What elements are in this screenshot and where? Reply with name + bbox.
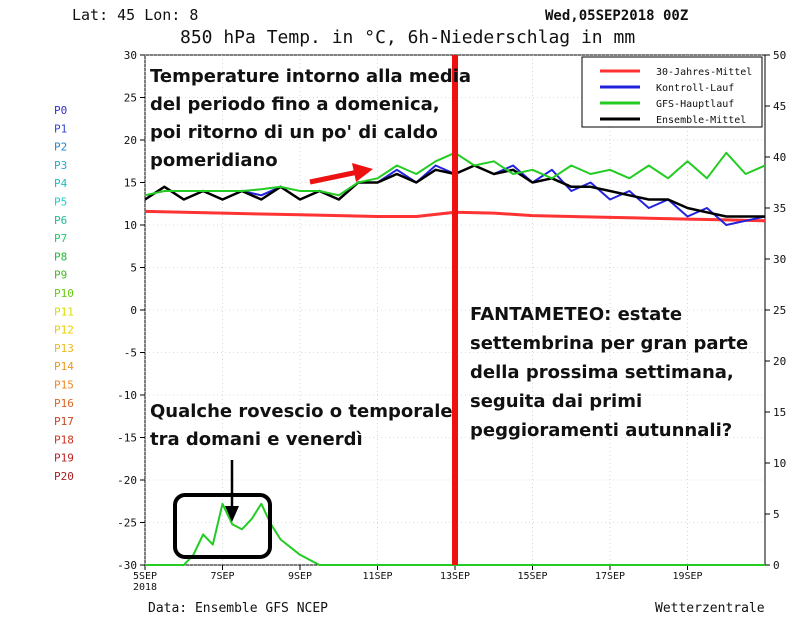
y2-tick-label: 5 bbox=[773, 508, 780, 521]
member-label: P10 bbox=[54, 287, 74, 300]
series-line-gfs-hauptlauf-niederschlag bbox=[145, 502, 765, 566]
grid bbox=[144, 54, 765, 566]
x-tick-label: 5SEP bbox=[133, 571, 157, 582]
member-label: P5 bbox=[54, 196, 67, 209]
member-label: P7 bbox=[54, 232, 67, 245]
legend-label: Ensemble-Mittel bbox=[656, 115, 746, 126]
member-label: P12 bbox=[54, 324, 74, 337]
y2-tick-label: 15 bbox=[773, 406, 786, 419]
y2-tick-label: 20 bbox=[773, 355, 786, 368]
y2-tick-label: 25 bbox=[773, 304, 786, 317]
y-tick-label: -15 bbox=[117, 432, 137, 445]
y-tick-label: -30 bbox=[117, 559, 137, 572]
precip-highlight-box bbox=[173, 493, 272, 559]
annotation-line: poi ritorno di un po' di caldo bbox=[150, 122, 438, 143]
y2-tick-label: 30 bbox=[773, 253, 786, 266]
data-source-label: Data: Ensemble GFS NCEP bbox=[148, 601, 328, 616]
annotation-right: FANTAMETEO: estate settembrina per gran … bbox=[470, 304, 748, 441]
annotation-line: tra domani e venerdì bbox=[150, 429, 363, 450]
latlon-label: Lat: 45 Lon: 8 bbox=[72, 6, 198, 24]
x-tick-label: 7SEP bbox=[210, 571, 234, 582]
member-label: P1 bbox=[54, 122, 67, 135]
y-tick-label: -25 bbox=[117, 517, 137, 530]
x-tick-label: 9SEP bbox=[288, 571, 312, 582]
x-year-label: 2018 bbox=[133, 582, 157, 593]
legend: 30-Jahres-Mittel Kontroll-Lauf GFS-Hauptla… bbox=[600, 67, 752, 126]
annotation-line: pomeridiano bbox=[150, 150, 278, 171]
y-tick-label: 25 bbox=[124, 92, 137, 105]
annotation-line: della prossima settimana, bbox=[470, 362, 734, 383]
annotation-top-left: Temperature intorno alla media del perio… bbox=[150, 66, 471, 171]
member-label: P17 bbox=[54, 415, 74, 428]
axes: 302520151050-5-10-15-20-25-3050454035302… bbox=[117, 49, 786, 593]
y-tick-label: -10 bbox=[117, 389, 137, 402]
y-tick-label: 10 bbox=[124, 219, 137, 232]
x-tick-label: 17SEP bbox=[595, 571, 625, 582]
x-tick-label: 19SEP bbox=[672, 571, 702, 582]
member-label: P4 bbox=[54, 177, 68, 190]
x-tick-label: 13SEP bbox=[440, 571, 470, 582]
run-date-label: Wed,05SEP2018 00Z bbox=[545, 8, 688, 24]
member-label: P18 bbox=[54, 433, 74, 446]
y2-tick-label: 0 bbox=[773, 559, 780, 572]
annotation-line: settembrina per gran parte bbox=[470, 333, 748, 354]
member-label: P3 bbox=[54, 159, 67, 172]
member-label: P0 bbox=[54, 104, 67, 117]
x-tick-label: 11SEP bbox=[362, 571, 392, 582]
y2-tick-label: 35 bbox=[773, 202, 786, 215]
red-arrow bbox=[309, 163, 373, 185]
legend-label: GFS-Hauptlauf bbox=[656, 99, 734, 110]
member-label: P13 bbox=[54, 342, 74, 355]
y2-tick-label: 50 bbox=[773, 49, 786, 62]
y-tick-label: 20 bbox=[124, 134, 137, 147]
member-label: P19 bbox=[54, 452, 74, 465]
black-arrow bbox=[225, 460, 239, 522]
member-label: P2 bbox=[54, 141, 67, 154]
y2-tick-label: 45 bbox=[773, 100, 786, 113]
y-tick-label: -5 bbox=[124, 347, 137, 360]
member-label: P14 bbox=[54, 360, 74, 373]
y-tick-label: -20 bbox=[117, 474, 137, 487]
legend-label: Kontroll-Lauf bbox=[656, 83, 734, 94]
y-tick-label: 0 bbox=[130, 304, 137, 317]
member-label: P8 bbox=[54, 250, 67, 263]
annotation-line: peggioramenti autunnali? bbox=[470, 420, 732, 441]
chart-title: 850 hPa Temp. in °C, 6h-Niederschlag in … bbox=[180, 27, 635, 48]
x-tick-label: 15SEP bbox=[517, 571, 547, 582]
member-label: P6 bbox=[54, 214, 67, 227]
annotation-line: Temperature intorno alla media bbox=[150, 66, 471, 87]
member-label: P16 bbox=[54, 397, 74, 410]
member-label: P9 bbox=[54, 269, 67, 282]
y-tick-label: 5 bbox=[130, 262, 137, 275]
annotation-line: del periodo fino a domenica, bbox=[150, 94, 440, 115]
legend-box bbox=[581, 56, 763, 128]
y2-tick-label: 40 bbox=[773, 151, 786, 164]
y2-tick-label: 10 bbox=[773, 457, 786, 470]
member-label: P15 bbox=[54, 379, 74, 392]
annotation-line: FANTAMETEO: estate bbox=[470, 304, 682, 325]
brand-label: Wetterzentrale bbox=[655, 601, 765, 616]
member-label: P20 bbox=[54, 470, 74, 483]
legend-label: 30-Jahres-Mittel bbox=[656, 67, 752, 78]
y-tick-label: 30 bbox=[124, 49, 137, 62]
member-list: P0 P1 P2 P3 P4 P5 P6 P7 P8 P9 P10 P11 P12 P13 P14 P15 P1… bbox=[54, 104, 74, 483]
annotation-line: Qualche rovescio o temporale bbox=[150, 401, 453, 422]
annotation-line: seguita dai primi bbox=[470, 391, 642, 412]
annotation-bottom-left: Qualche rovescio o temporale tra domani … bbox=[150, 401, 453, 450]
member-label: P11 bbox=[54, 305, 74, 318]
y-tick-label: 15 bbox=[124, 177, 137, 190]
